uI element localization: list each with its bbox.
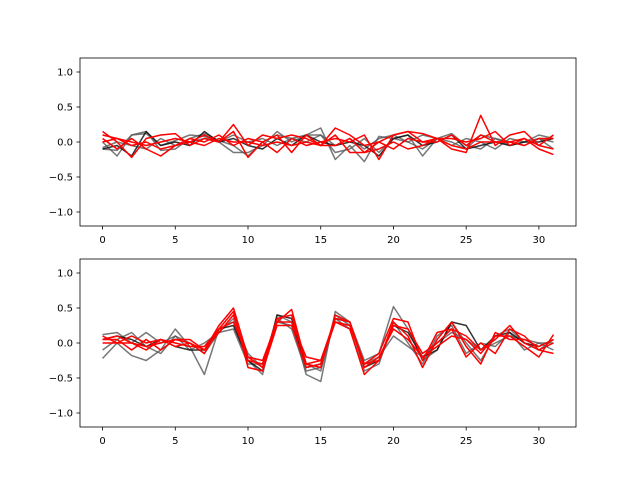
x-tick-label: 0: [99, 436, 105, 447]
x-tick-label: 5: [172, 436, 178, 447]
series-line-4: [102, 130, 554, 157]
series-line-7: [102, 130, 554, 159]
x-tick-label: 25: [460, 436, 473, 447]
x-tick-label: 20: [387, 436, 400, 447]
y-tick-label: 0.5: [57, 103, 73, 114]
x-tick-label: 10: [242, 436, 255, 447]
series-line-8: [102, 134, 554, 156]
bottom-subplot: 0 5 10 15 20 25 30 −1.0 −0.5 0.0 0.5 1.0: [49, 258, 577, 447]
series-group: [102, 114, 554, 163]
y-tick-label: −0.5: [49, 173, 73, 184]
y-tick-label: −1.0: [49, 208, 73, 219]
y-tick-label: 0.0: [57, 339, 73, 350]
series-line-8: [102, 321, 554, 369]
top-subplot: 0 5 10 15 20 25 30 −1.0 −0.5 0.0 0.5 1.0: [49, 57, 577, 246]
x-tick-label: 25: [460, 235, 473, 246]
x-tick-label: 20: [387, 235, 400, 246]
x-tick-label: 10: [242, 235, 255, 246]
x-tick-label: 5: [172, 235, 178, 246]
y-tick-label: 1.0: [57, 269, 73, 280]
series-group: [102, 305, 555, 383]
y-tick-label: 0.0: [57, 138, 73, 149]
x-tick-label: 15: [314, 235, 327, 246]
y-tick-label: 1.0: [57, 68, 73, 79]
x-tick-label: 0: [99, 235, 105, 246]
x-tick-label: 15: [314, 436, 327, 447]
y-tick-label: 0.5: [57, 304, 73, 315]
x-tick-label: 30: [533, 235, 546, 246]
series-line-5: [102, 114, 554, 159]
x-tick-label: 30: [533, 436, 546, 447]
y-tick-label: −0.5: [49, 374, 73, 385]
y-tick-label: −1.0: [49, 409, 73, 420]
